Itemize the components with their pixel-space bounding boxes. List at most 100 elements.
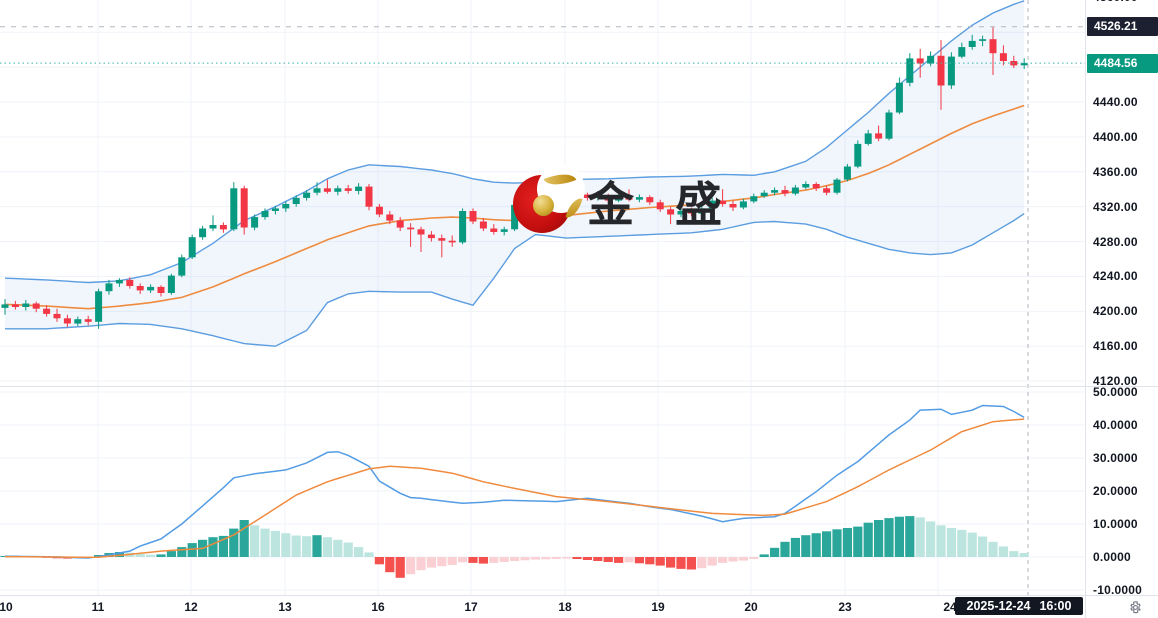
candle-down — [407, 227, 415, 230]
macd-hist-bar-positive — [863, 522, 873, 557]
time-axis-label: 10 — [0, 600, 13, 614]
candle-down — [323, 188, 331, 192]
candle-up — [292, 197, 300, 204]
candle-down — [396, 220, 404, 228]
candle-down — [989, 39, 997, 54]
candle-up — [459, 211, 467, 243]
candle-down — [43, 308, 51, 314]
candle-down — [427, 234, 435, 239]
macd-line — [4, 404, 1025, 559]
macd-hist-bar-negative — [562, 557, 572, 559]
macd-hist-bar-negative — [541, 557, 551, 560]
macd-hist-bar-negative — [395, 557, 405, 578]
candle-down — [386, 214, 394, 221]
candle-up — [230, 188, 238, 230]
price-axis-label: 4320.00 — [1093, 199, 1138, 214]
macd-hist-bar-positive — [801, 535, 811, 557]
candle-up — [864, 133, 872, 144]
candle-down — [521, 204, 529, 210]
time-axis-label: 12 — [184, 600, 198, 614]
candle-up — [843, 166, 851, 180]
macd-hist-bar-positive — [250, 525, 260, 557]
indicator-axis-label: 50.0000 — [1093, 385, 1138, 399]
macd-hist-bar-negative — [582, 557, 592, 560]
macd-hist-bar-positive — [936, 525, 946, 557]
macd-hist-bar-positive — [364, 552, 374, 557]
macd-hist-bar-positive — [322, 537, 332, 557]
candle-up — [115, 279, 123, 284]
crosshair-time: 16:00 — [1039, 599, 1072, 613]
candle-up — [355, 186, 363, 191]
candle-up — [906, 58, 914, 83]
indicator-axis-label: 40.0000 — [1093, 418, 1138, 432]
candle-up — [979, 39, 987, 41]
candle-up — [594, 196, 602, 198]
candle-up — [573, 194, 581, 198]
candle-up — [677, 211, 685, 215]
macd-hist-bar-positive — [967, 532, 977, 557]
candle-down — [667, 209, 675, 215]
time-axis-border — [0, 595, 1158, 596]
candle-up — [500, 229, 508, 232]
macd-hist-bar-positive — [988, 541, 998, 557]
candle-down — [469, 211, 477, 222]
macd-hist-bar-positive — [166, 551, 176, 557]
candle-up — [968, 40, 976, 47]
candle-down — [625, 196, 633, 200]
time-axis-label: 24 — [943, 600, 957, 614]
candle-down — [375, 206, 383, 215]
macd-hist-bar-positive — [946, 528, 956, 557]
last-price-badge: 4484.56 — [1087, 54, 1158, 73]
candle-up — [22, 303, 30, 307]
candle-down — [53, 313, 61, 319]
macd-hist-bar-positive — [822, 531, 832, 557]
macd-hist-bar-positive — [894, 516, 904, 557]
candle-up — [209, 225, 217, 229]
bollinger-lower-line — [5, 213, 1025, 347]
macd-hist-bar-negative — [458, 557, 468, 563]
indicator-axis-label: 0.0000 — [1093, 550, 1131, 564]
candle-up — [105, 283, 113, 292]
candle-down — [719, 200, 727, 205]
macd-hist-bar-positive — [853, 526, 863, 557]
price-axis-label: 4200.00 — [1093, 304, 1138, 319]
candle-down — [365, 186, 373, 207]
candle-up — [771, 190, 779, 193]
macd-hist-bar-negative — [478, 557, 488, 564]
candle-down — [656, 202, 664, 210]
candle-up — [261, 211, 269, 218]
macd-hist-bar-positive — [759, 554, 769, 557]
macd-hist-bar-negative — [614, 557, 624, 563]
macd-hist-bar-positive — [354, 547, 364, 557]
macd-signal-line — [5, 418, 1025, 559]
pane-separator[interactable] — [0, 386, 1158, 387]
candle-down — [542, 203, 550, 207]
macd-hist-bar-negative — [624, 557, 634, 563]
candle-up — [178, 257, 186, 276]
macd-hist-bar-positive — [146, 554, 156, 557]
macd-hist-bar-negative — [426, 557, 436, 568]
candle-up — [313, 188, 321, 193]
macd-hist-bar-negative — [437, 557, 447, 567]
candle-up — [511, 204, 519, 230]
macd-hist-bar-positive — [260, 528, 270, 557]
macd-hist-bar-negative — [634, 557, 644, 564]
candle-up — [531, 203, 539, 210]
gear-glyph — [1129, 600, 1141, 613]
macd-hist-bar-positive — [832, 529, 842, 557]
macd-hist-bar-positive — [790, 537, 800, 557]
macd-hist-bar-negative — [416, 557, 426, 571]
macd-hist-bar-positive — [229, 528, 239, 557]
candle-up — [635, 197, 643, 200]
candle-down — [32, 303, 40, 309]
macd-hist-bar-positive — [1019, 553, 1029, 557]
high-price-badge: 4526.21 — [1087, 17, 1158, 36]
candle-up — [750, 196, 758, 202]
candle-down — [438, 238, 446, 241]
macd-hist-bar-positive — [218, 535, 228, 557]
macd-hist-bar-positive — [811, 533, 821, 557]
macd-hist-bar-positive — [239, 520, 249, 557]
candle-up — [334, 188, 342, 192]
settings-gear-icon[interactable] — [1120, 598, 1150, 616]
